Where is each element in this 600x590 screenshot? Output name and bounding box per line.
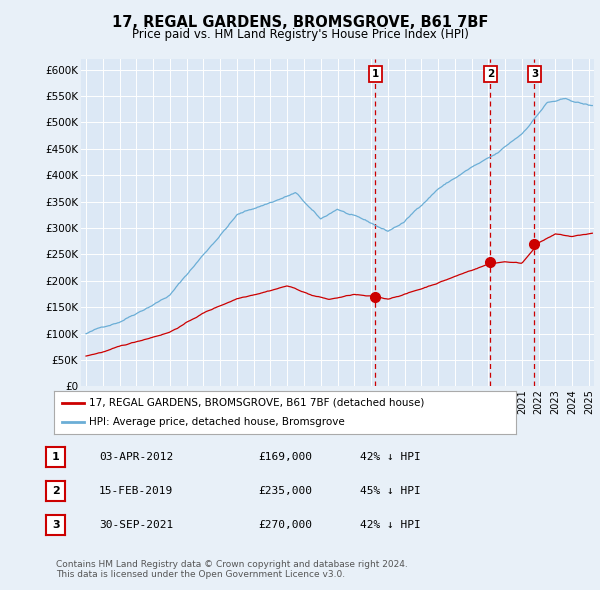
- Text: 17, REGAL GARDENS, BROMSGROVE, B61 7BF (detached house): 17, REGAL GARDENS, BROMSGROVE, B61 7BF (…: [89, 398, 424, 408]
- Text: 42% ↓ HPI: 42% ↓ HPI: [360, 520, 421, 530]
- Text: 1: 1: [371, 69, 379, 78]
- Text: 17, REGAL GARDENS, BROMSGROVE, B61 7BF: 17, REGAL GARDENS, BROMSGROVE, B61 7BF: [112, 15, 488, 30]
- Text: £270,000: £270,000: [258, 520, 312, 530]
- Text: 03-APR-2012: 03-APR-2012: [99, 452, 173, 461]
- Text: 42% ↓ HPI: 42% ↓ HPI: [360, 452, 421, 461]
- Text: £169,000: £169,000: [258, 452, 312, 461]
- Text: 45% ↓ HPI: 45% ↓ HPI: [360, 486, 421, 496]
- Text: 15-FEB-2019: 15-FEB-2019: [99, 486, 173, 496]
- Text: 3: 3: [52, 520, 59, 530]
- Text: Contains HM Land Registry data © Crown copyright and database right 2024.
This d: Contains HM Land Registry data © Crown c…: [56, 560, 407, 579]
- Text: Price paid vs. HM Land Registry's House Price Index (HPI): Price paid vs. HM Land Registry's House …: [131, 28, 469, 41]
- Text: 1: 1: [52, 452, 59, 461]
- Text: 3: 3: [531, 69, 538, 78]
- Text: 2: 2: [52, 486, 59, 496]
- Text: £235,000: £235,000: [258, 486, 312, 496]
- Text: 2: 2: [487, 69, 494, 78]
- Text: HPI: Average price, detached house, Bromsgrove: HPI: Average price, detached house, Brom…: [89, 417, 344, 427]
- Text: 30-SEP-2021: 30-SEP-2021: [99, 520, 173, 530]
